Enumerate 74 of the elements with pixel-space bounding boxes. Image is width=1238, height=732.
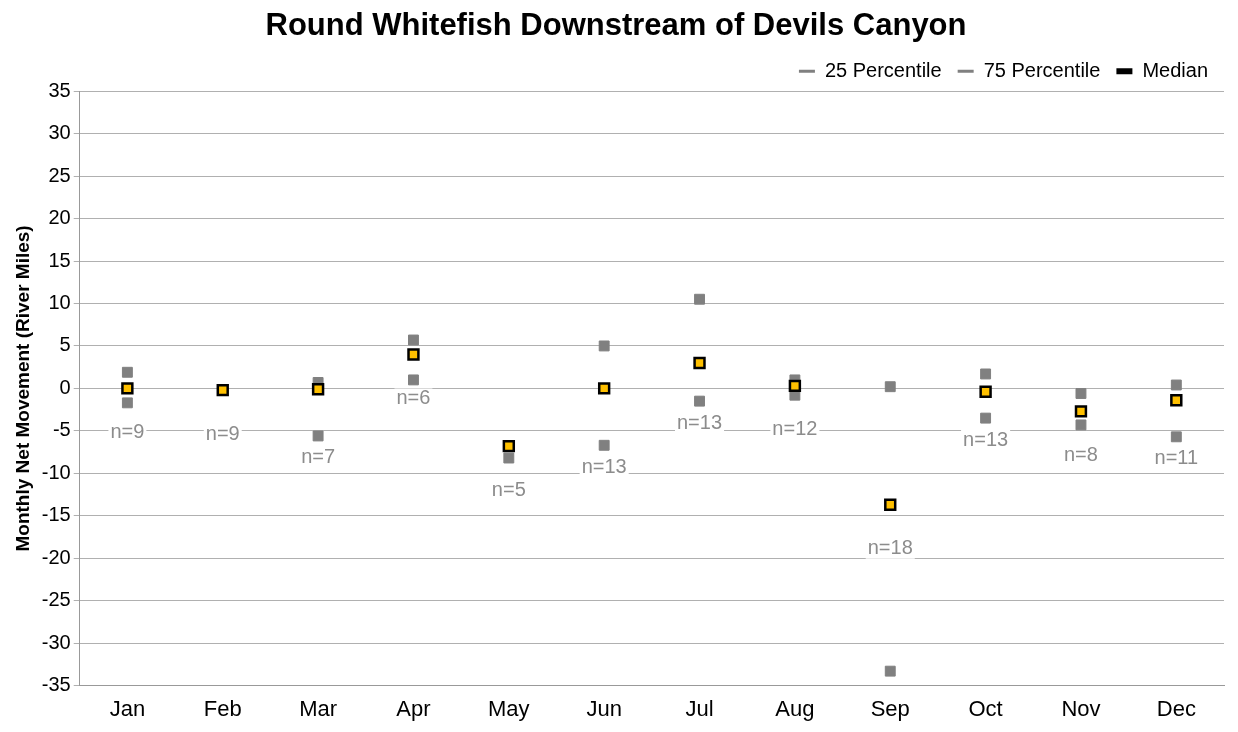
y-tick-label: 20 (48, 206, 71, 229)
point (884, 665, 896, 677)
point (502, 439, 516, 453)
y-tick-label: 30 (48, 121, 71, 144)
point (694, 293, 705, 305)
x-tick-label: Aug (775, 695, 815, 721)
point (121, 366, 133, 378)
point (1075, 419, 1087, 431)
annotation: n=7 (301, 445, 336, 468)
point (980, 412, 992, 424)
point (407, 348, 420, 361)
point (979, 385, 992, 398)
point (598, 439, 610, 451)
point (980, 368, 992, 380)
annotation: n=13 (581, 454, 627, 477)
point (1170, 431, 1182, 443)
point (1075, 388, 1087, 399)
x-tick-label: Jul (685, 695, 714, 721)
y-axis-title: Monthly Net Movement (River Miles) (11, 225, 33, 552)
point (312, 430, 324, 442)
point (1074, 405, 1088, 418)
y-tick-label: -30 (41, 630, 71, 653)
annotation: n=13 (963, 427, 1009, 450)
y-tick-label: 35 (48, 78, 71, 101)
y-tick-label: -10 (41, 460, 71, 483)
point (121, 382, 134, 395)
legend-label: 25 Percentile (824, 58, 942, 81)
x-tick-label: Jun (586, 695, 622, 721)
point (1170, 394, 1183, 407)
legend-label: Median (1142, 58, 1209, 81)
annotation: n=8 (1063, 442, 1098, 465)
x-tick-label: Sep (870, 695, 910, 721)
x-tick-label: May (488, 695, 530, 721)
point (121, 397, 133, 409)
x-tick-label: Feb (203, 695, 242, 721)
point (694, 395, 705, 407)
y-tick-label: -15 (41, 503, 71, 526)
point (503, 452, 515, 464)
point (1170, 379, 1182, 391)
annotation: n=6 (396, 385, 431, 408)
y-tick-label: 25 (48, 163, 71, 186)
point (884, 381, 896, 393)
chart-title: Round Whitefish Downstream of Devils Canyon (265, 7, 967, 43)
y-tick-label: 5 (59, 333, 71, 356)
y-tick-label: 0 (59, 375, 71, 398)
y-tick-label: 10 (48, 291, 71, 313)
x-tick-label: Mar (299, 695, 338, 721)
y-tick-label: -20 (41, 545, 71, 568)
y-tick-label: -35 (41, 673, 71, 696)
point (408, 334, 419, 346)
annotation: n=12 (772, 417, 818, 440)
annotation: n=11 (1154, 446, 1199, 469)
annotation: n=9 (205, 421, 240, 444)
x-tick-label: Dec (1156, 695, 1196, 721)
annotation: n=13 (677, 410, 723, 433)
point (216, 383, 229, 397)
annotation: n=9 (110, 419, 145, 442)
annotation: n=18 (867, 536, 913, 559)
x-tick-label: Apr (396, 695, 431, 721)
point (311, 383, 325, 396)
point (884, 498, 897, 511)
point (598, 340, 610, 352)
y-tick-label: -25 (41, 588, 71, 611)
point (693, 356, 706, 370)
annotation: n=5 (491, 477, 526, 500)
x-tick-label: Jan (109, 695, 146, 721)
legend-label: 75 Percentile (983, 58, 1101, 81)
x-tick-label: Nov (1061, 695, 1101, 721)
y-tick-label: -5 (52, 418, 71, 441)
point (788, 379, 802, 393)
point (597, 382, 611, 395)
point (408, 374, 419, 386)
y-tick-label: 15 (48, 248, 71, 271)
x-tick-label: Oct (968, 695, 1003, 721)
